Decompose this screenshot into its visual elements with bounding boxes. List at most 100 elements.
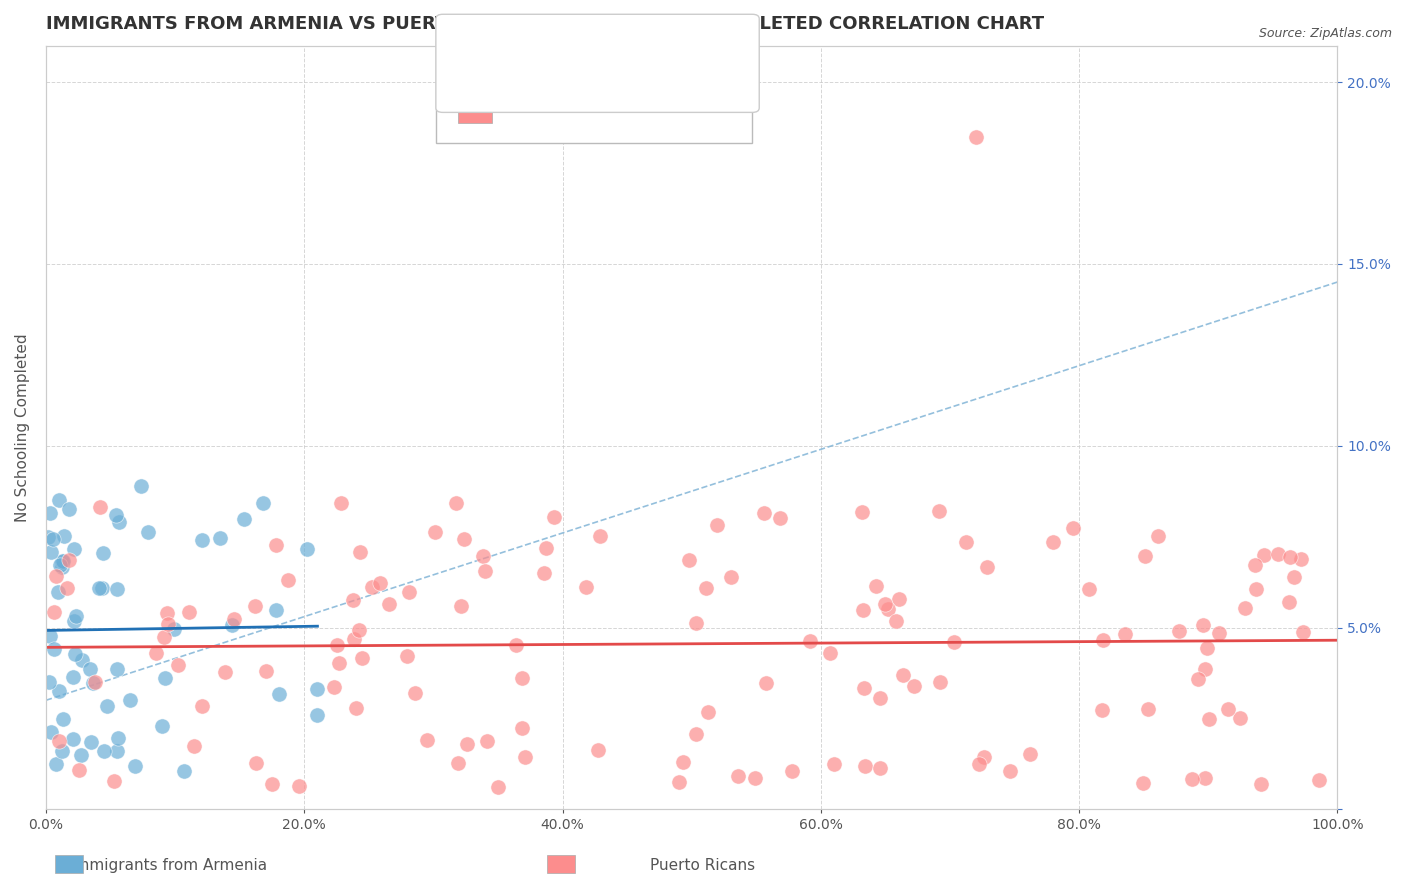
Text: Puerto Ricans: Puerto Ricans (651, 858, 755, 872)
PR (456, 737, 478, 751)
PR (955, 535, 977, 549)
PR (450, 599, 472, 613)
Armenia (136, 524, 159, 539)
Armenia (105, 744, 128, 758)
PR (1291, 625, 1313, 640)
PR (533, 566, 555, 580)
PR (1091, 633, 1114, 648)
PR (780, 764, 803, 778)
PR (769, 510, 792, 524)
PR (589, 529, 612, 543)
PR (156, 606, 179, 620)
PR (404, 686, 426, 700)
PR (588, 743, 610, 757)
PR (1244, 582, 1267, 596)
PR (678, 552, 700, 566)
PR (425, 525, 447, 540)
PR (697, 706, 720, 720)
PR (513, 749, 536, 764)
Armenia (65, 609, 87, 624)
PR (1194, 662, 1216, 676)
PR (67, 764, 90, 778)
Text: R =: R = (499, 62, 536, 79)
PR (191, 698, 214, 713)
PR (1267, 547, 1289, 561)
PR (325, 638, 347, 652)
PR (330, 496, 353, 510)
PR (368, 576, 391, 591)
Armenia (305, 681, 328, 696)
Armenia (52, 554, 75, 568)
PR (1132, 776, 1154, 790)
PR (349, 545, 371, 559)
Text: N =: N = (581, 97, 617, 115)
PR (1194, 771, 1216, 785)
Armenia (150, 719, 173, 733)
PR (214, 665, 236, 680)
PR (928, 504, 950, 518)
Armenia (37, 530, 59, 544)
PR (877, 602, 900, 616)
PR (903, 680, 925, 694)
PR (685, 727, 707, 741)
PR (1018, 747, 1040, 762)
Armenia (124, 758, 146, 772)
Armenia (93, 744, 115, 758)
PR (976, 560, 998, 574)
PR (288, 779, 311, 793)
PR (505, 638, 527, 652)
PR (56, 582, 79, 596)
PR (534, 541, 557, 555)
PR (965, 129, 987, 144)
Armenia (39, 725, 62, 739)
Armenia (38, 629, 60, 643)
Armenia (105, 662, 128, 676)
PR (1042, 535, 1064, 549)
PR (328, 657, 350, 671)
Armenia (63, 614, 86, 628)
PR (444, 496, 467, 510)
Armenia (39, 544, 62, 558)
Armenia (42, 532, 65, 546)
PR (853, 759, 876, 773)
PR (1078, 582, 1101, 596)
Armenia (120, 693, 142, 707)
Armenia (232, 512, 254, 526)
PR (1244, 558, 1267, 573)
PR (695, 582, 717, 596)
PR (322, 680, 344, 694)
PR (755, 676, 778, 690)
PR (264, 538, 287, 552)
PR (1062, 521, 1084, 535)
PR (349, 623, 371, 637)
Armenia (163, 623, 186, 637)
PR (727, 769, 749, 783)
Armenia (221, 618, 243, 632)
PR (262, 777, 284, 791)
PR (1229, 711, 1251, 725)
PR (416, 732, 439, 747)
PR (575, 580, 598, 594)
PR (884, 614, 907, 628)
PR (752, 507, 775, 521)
Armenia (91, 546, 114, 560)
PR (875, 597, 897, 611)
Armenia (80, 734, 103, 748)
Armenia (49, 558, 72, 573)
Armenia (48, 493, 70, 508)
PR (510, 671, 533, 685)
PR (852, 603, 875, 617)
PR (969, 756, 991, 771)
PR (224, 612, 246, 626)
Armenia (105, 582, 128, 596)
PR (42, 605, 65, 619)
PR (668, 775, 690, 789)
PR (1090, 703, 1112, 717)
PR (344, 701, 367, 715)
PR (973, 750, 995, 764)
PR (342, 592, 364, 607)
PR (350, 651, 373, 665)
Armenia (38, 674, 60, 689)
PR (887, 592, 910, 607)
PR (446, 756, 468, 770)
